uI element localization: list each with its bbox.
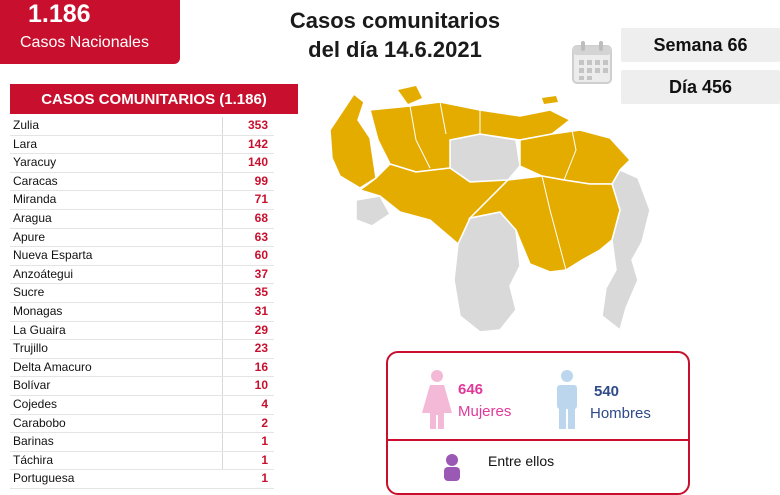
state-name: Miranda: [13, 192, 57, 207]
venezuela-map: [329, 86, 650, 333]
state-name: Portuguesa: [13, 471, 75, 486]
case-count: 31: [254, 303, 268, 318]
table-row: Cojedes 4: [10, 396, 274, 415]
week-indicator: Semana 66: [621, 28, 780, 62]
panel-divider: [388, 439, 688, 441]
case-count: 23: [254, 341, 268, 356]
case-count: 68: [254, 210, 268, 225]
state-name: Yaracuy: [13, 155, 57, 170]
case-count: 2: [261, 415, 268, 430]
table-heading: CASOS COMUNITARIOS (1.186): [10, 84, 298, 114]
title-line-1: Casos comunitarios: [289, 8, 501, 33]
table-row: La Guaira 29: [10, 322, 274, 341]
table-row: Bolívar 10: [10, 377, 274, 396]
column-divider: [222, 117, 223, 470]
national-cases-badge: 1.186 Casos Nacionales: [0, 0, 180, 64]
case-count: 37: [254, 266, 268, 281]
day-indicator: Día 456: [621, 70, 780, 104]
men-count: 540: [594, 383, 620, 400]
table-row: Trujillo 23: [10, 340, 274, 359]
case-count: 10: [254, 378, 268, 393]
state-name: Cojedes: [13, 396, 58, 411]
table-row: Lara 142: [10, 136, 274, 155]
case-count: 1: [261, 471, 268, 486]
map-region-andes: [355, 195, 391, 227]
table-row: Táchira 1: [10, 452, 274, 471]
state-name: Lara: [13, 136, 38, 151]
map-region-east: [519, 129, 632, 185]
man-icon: [557, 370, 577, 429]
state-name: Apure: [13, 229, 46, 244]
case-count: 99: [254, 173, 268, 188]
case-count: 142: [247, 136, 268, 151]
state-name: Monagas: [13, 303, 63, 318]
national-cases-total: 1.186: [28, 0, 91, 28]
case-count: 29: [254, 322, 268, 337]
case-count: 63: [254, 229, 268, 244]
table-row: Nueva Esparta 60: [10, 247, 274, 266]
case-count: 35: [254, 285, 268, 300]
table-row: Aragua 68: [10, 210, 274, 229]
table-row: Zulia 353: [10, 117, 274, 136]
case-count: 60: [254, 248, 268, 263]
state-name: Táchira: [13, 452, 54, 467]
case-count: 353: [247, 118, 268, 132]
table-row: Anzoátegui 37: [10, 266, 274, 285]
table-row: Apure 63: [10, 229, 274, 248]
state-name: Nueva Esparta: [13, 248, 93, 263]
state-name: Barinas: [13, 434, 54, 449]
state-name: Trujillo: [13, 341, 48, 356]
title-line-2: del día 14.6.2021: [308, 37, 482, 62]
women-label: Mujeres: [458, 403, 512, 420]
map-region-zulia: [329, 92, 377, 189]
gender-breakdown-panel: 646 Mujeres 540 Hombres Entre ellos: [386, 351, 690, 495]
state-name: Sucre: [13, 285, 45, 300]
woman-icon: [422, 370, 452, 429]
state-name: Delta Amacuro: [13, 359, 92, 374]
table-row: Delta Amacuro 16: [10, 359, 274, 378]
table-row: Barinas 1: [10, 433, 274, 452]
map-region-nueva-esparta: [542, 96, 558, 104]
case-count: 140: [247, 155, 268, 170]
table-row: Sucre 35: [10, 284, 274, 303]
table-row: Carabobo 2: [10, 415, 274, 434]
table-row: Yaracuy 140: [10, 154, 274, 173]
case-count: 16: [254, 359, 268, 374]
case-count: 4: [261, 396, 268, 411]
panel-note: Entre ellos: [488, 453, 555, 469]
state-name: Zulia: [13, 118, 40, 132]
map-region-bolivar: [467, 175, 621, 273]
women-count: 646: [458, 381, 484, 398]
calendar-icon: [572, 41, 612, 84]
state-name: Bolívar: [13, 378, 51, 393]
case-count: 1: [261, 452, 268, 467]
table-row: Caracas 99: [10, 173, 274, 192]
page-title: Casos comunitarios del día 14.6.2021: [250, 6, 540, 64]
state-name: Carabobo: [13, 415, 66, 430]
state-name: La Guaira: [13, 322, 66, 337]
men-label: Hombres: [590, 405, 651, 422]
case-count: 1: [261, 434, 268, 449]
person-icon: [444, 454, 460, 481]
cases-table: Zulia 353 Lara 142 Yaracuy 140 Caracas 99 Mi…: [10, 117, 274, 489]
table-row: Portuguesa 1: [10, 470, 274, 489]
case-count: 71: [254, 192, 268, 207]
national-cases-label: Casos Nacionales: [20, 34, 149, 51]
table-row: Miranda 71: [10, 191, 274, 210]
state-name: Aragua: [13, 210, 52, 225]
table-row: Monagas 31: [10, 303, 274, 322]
state-name: Caracas: [13, 173, 58, 188]
map-region-falcon-peninsula: [398, 86, 422, 104]
state-name: Anzoátegui: [13, 266, 74, 281]
